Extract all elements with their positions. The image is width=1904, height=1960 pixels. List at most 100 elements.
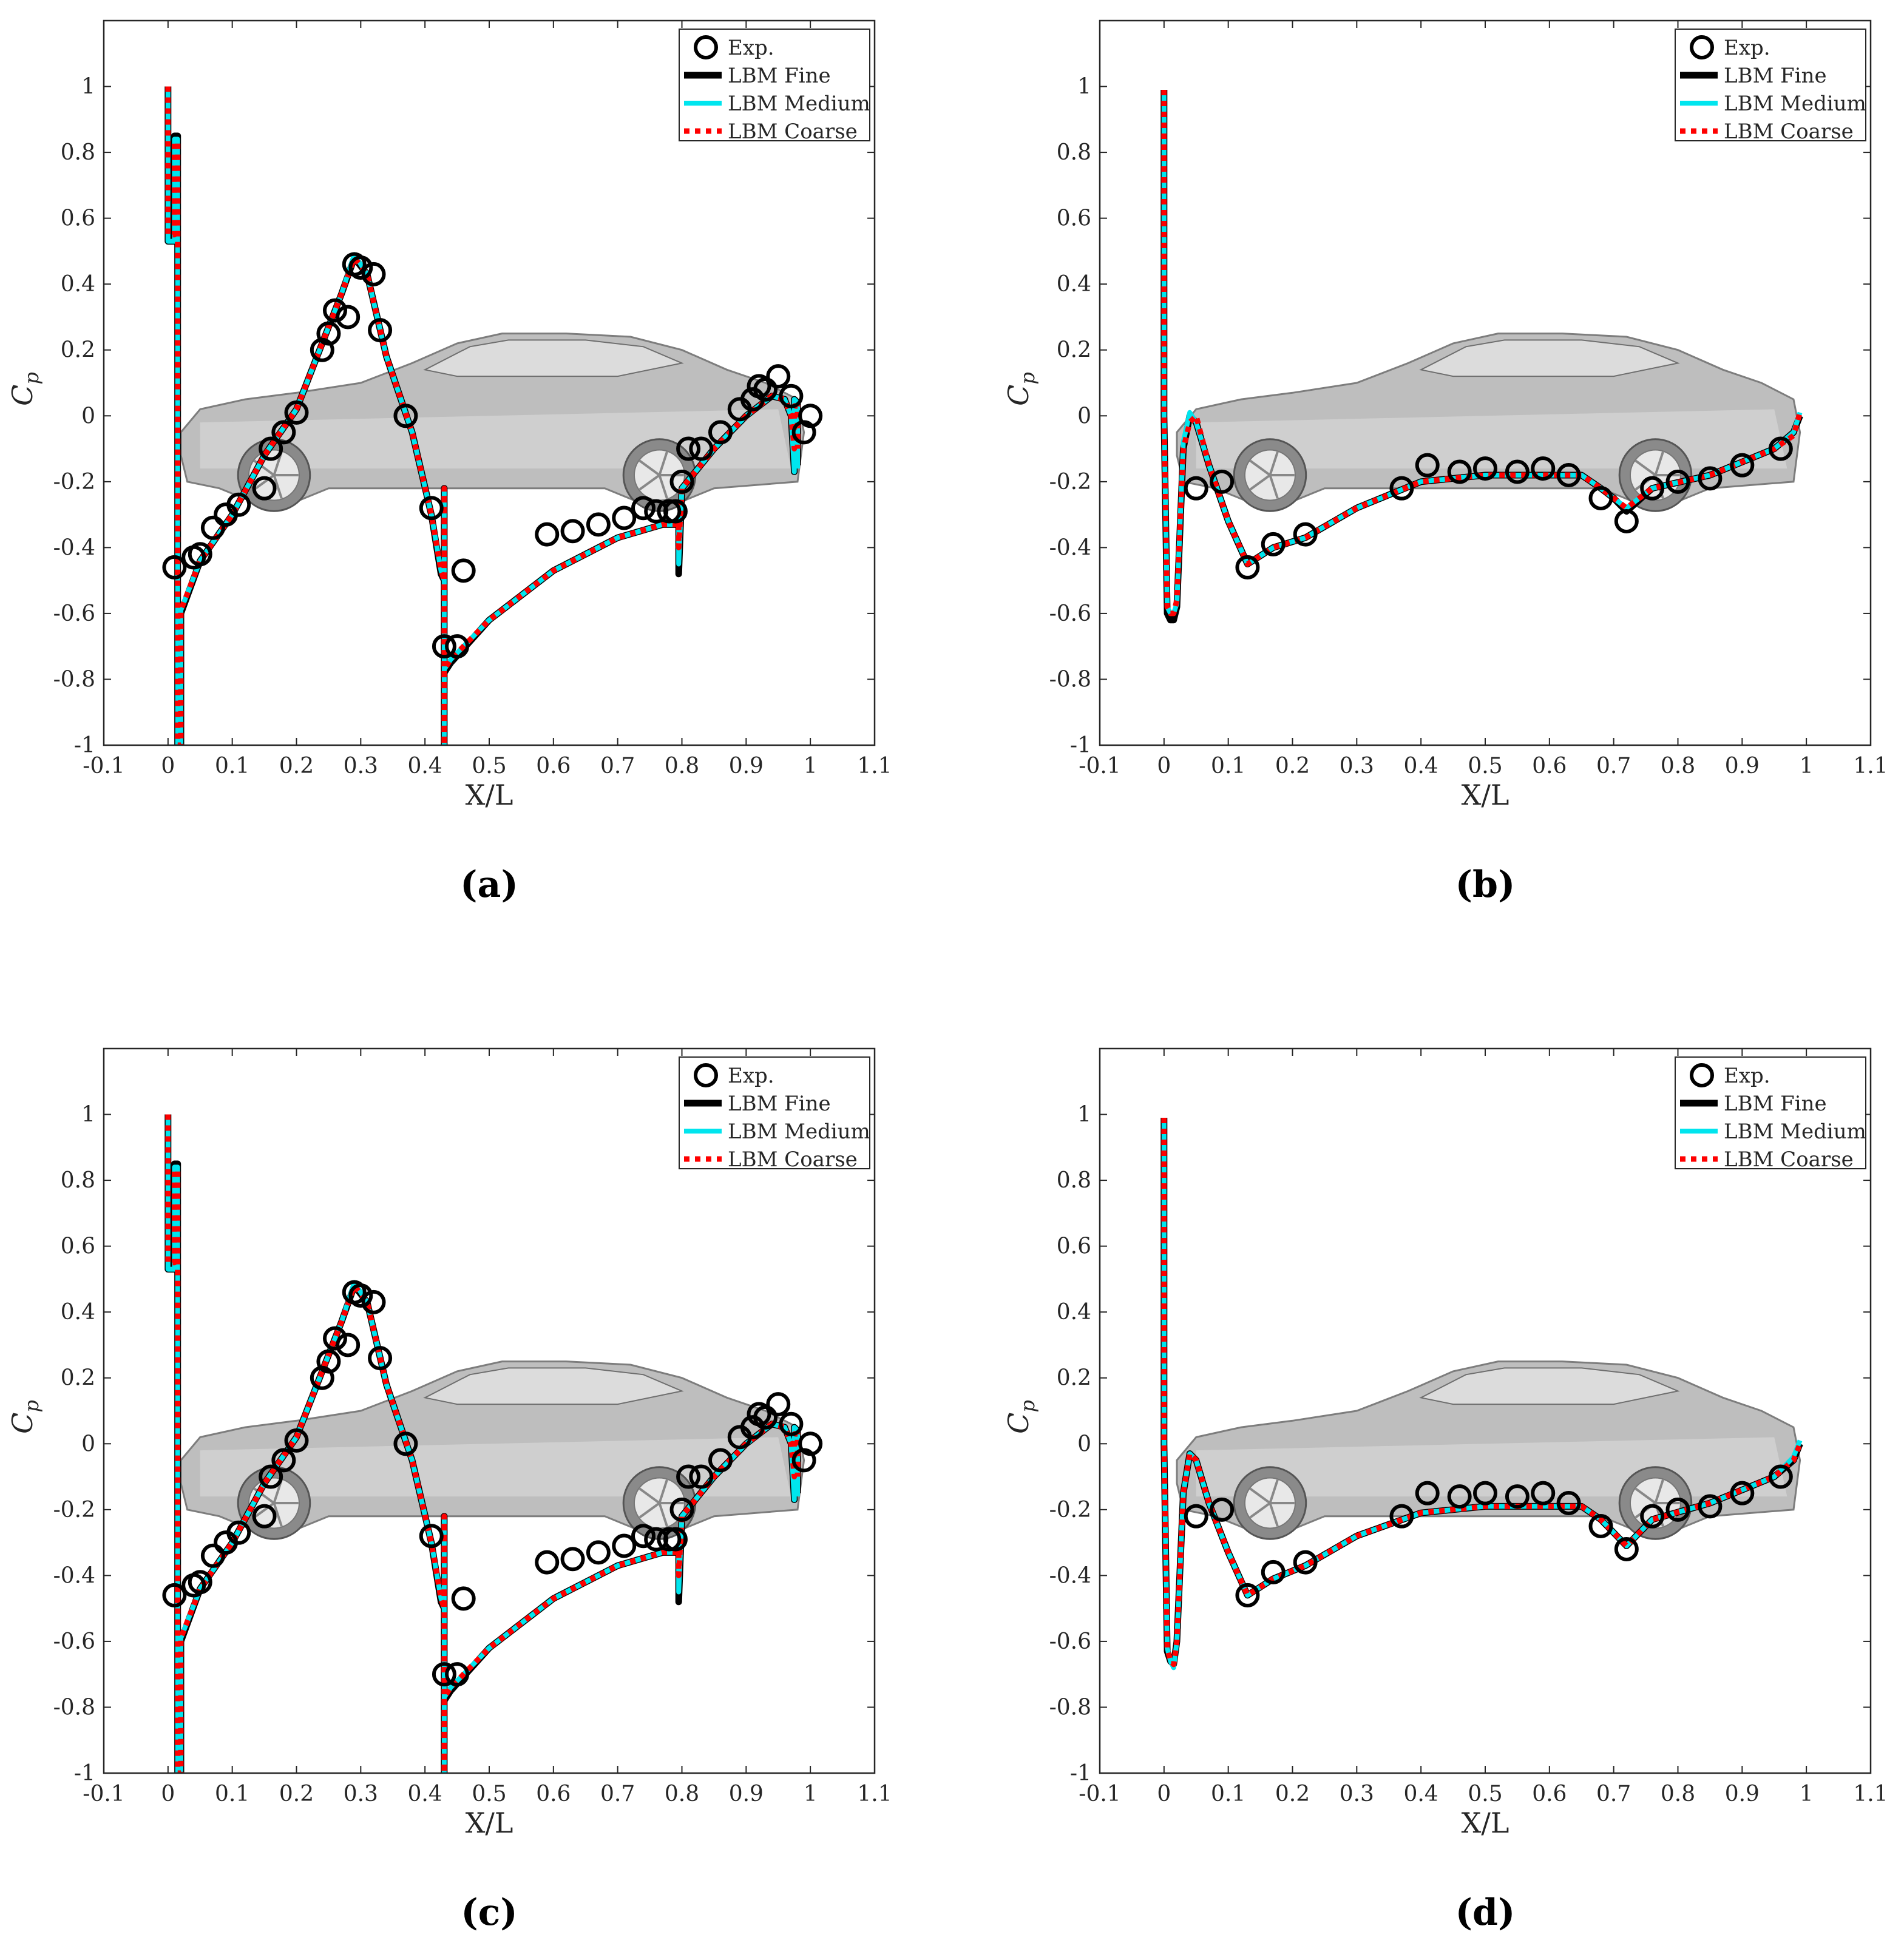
legend-marker-exp	[694, 35, 718, 59]
panel-caption: (c)	[461, 1891, 517, 1934]
exp-data-point	[798, 1431, 823, 1456]
wheel-spoke	[1269, 1479, 1279, 1504]
x-axis-label: X/L	[466, 779, 513, 811]
y-tick-label: -0.4	[1049, 535, 1091, 560]
exp-data-point	[162, 555, 187, 580]
x-tick-label: 1	[1800, 1782, 1814, 1806]
exp-data-point	[271, 1448, 296, 1473]
legend-label: LBM Coarse	[1724, 120, 1854, 144]
y-tick-label: -1	[74, 733, 95, 758]
x-axis-label: X/L	[1462, 1806, 1509, 1839]
exp-data-point	[336, 305, 361, 329]
legend-label: LBM Medium	[1724, 92, 1866, 116]
legend-marker-exp	[1690, 35, 1714, 59]
y-tick-label: 0.2	[61, 338, 95, 363]
wheel-spoke	[1249, 1487, 1271, 1504]
chart-panel-c: -0.1 0 0.1 0.2 0.3 0.4 0.5 0.6 0.7 0.8 0.9 1 1.1 -1 -0…	[6, 1047, 892, 1934]
x-tick-label: 0.8	[1661, 754, 1695, 779]
car-silhouette	[1176, 1360, 1801, 1540]
x-tick-label: 0	[161, 754, 175, 779]
x-tick-label: 0.6	[536, 754, 571, 779]
plot-series-group	[1160, 1118, 1803, 1671]
exp-data-point	[766, 1392, 791, 1417]
y-axis-label: Cp	[6, 372, 43, 406]
wheel-spoke	[639, 1487, 660, 1504]
exp-data-point	[1556, 462, 1581, 487]
legend-label: LBM Coarse	[728, 1147, 858, 1172]
exp-data-point	[753, 1405, 778, 1430]
wheel-spoke	[639, 459, 660, 476]
wheel-spoke	[1269, 451, 1279, 476]
legend: Exp. LBM Fine LBM Medium LBM Coarse	[1675, 29, 1866, 144]
panel-caption: (a)	[460, 863, 518, 906]
exp-data-point	[1730, 1481, 1755, 1505]
x-tick-label: 0.3	[344, 1782, 378, 1806]
car-window	[1419, 339, 1680, 377]
exp-data-point	[669, 469, 694, 494]
exp-data-point	[1447, 459, 1472, 484]
exp-data-point	[451, 1586, 476, 1611]
exp-data-point	[1531, 1481, 1556, 1505]
y-tick-label: 0.8	[61, 1168, 95, 1193]
y-tick-label: -0.8	[53, 667, 95, 692]
y-axis-label-subscript: p	[1016, 1400, 1039, 1412]
y-axis-label: Cp	[1002, 372, 1039, 406]
exp-data-point	[368, 318, 393, 343]
exp-data-point	[586, 1540, 611, 1565]
x-tick-label: 0.5	[1468, 754, 1502, 779]
y-tick-label: 0.6	[61, 206, 95, 231]
x-tick-label: 1	[804, 1782, 818, 1806]
y-tick-label: 0	[1077, 1431, 1091, 1456]
x-tick-label: -0.1	[83, 1782, 124, 1806]
x-tick-label: 0.5	[1468, 1782, 1502, 1806]
exp-data-point	[1698, 466, 1723, 491]
exp-data-point	[1293, 522, 1318, 547]
y-axis-label: Cp	[1002, 1400, 1039, 1434]
x-tick-label: -0.1	[1079, 1782, 1120, 1806]
legend-label: Exp.	[728, 1064, 774, 1088]
legend-box	[679, 1056, 870, 1169]
exp-data-point	[1505, 1484, 1530, 1509]
exp-data-point	[535, 522, 560, 547]
x-tick-label: 0.4	[1404, 1782, 1438, 1806]
x-axis-label: X/L	[1462, 779, 1509, 811]
series-line-lbm-coarse	[165, 1114, 801, 1773]
wheel-spoke	[253, 474, 275, 491]
exp-data-point	[657, 1527, 682, 1552]
exp-data-point	[1235, 555, 1260, 580]
exp-data-point	[1698, 1494, 1723, 1519]
exp-data-point	[1389, 1504, 1414, 1529]
exp-data-point	[1531, 456, 1556, 481]
legend-label: Exp.	[1724, 1064, 1770, 1088]
x-tick-label: 0.4	[1404, 754, 1438, 779]
wheel-spoke	[658, 1502, 668, 1527]
exp-data-point	[1730, 453, 1755, 478]
x-tick-label: 0.9	[729, 754, 764, 779]
y-tick-label: 0.8	[1057, 1168, 1091, 1193]
exp-data-point	[1588, 485, 1613, 510]
axes-frame	[1099, 1047, 1872, 1774]
legend-label: LBM Fine	[1724, 1092, 1827, 1116]
exp-data-point	[188, 542, 212, 567]
exp-data-point	[1768, 1464, 1793, 1489]
exp-data-point	[1640, 1504, 1665, 1529]
wheel-spoke	[1249, 459, 1271, 476]
exp-data-point	[1614, 1536, 1639, 1561]
y-axis-label-subscript: p	[20, 1400, 43, 1412]
legend: Exp. LBM Fine LBM Medium LBM Coarse	[679, 1056, 870, 1172]
exp-data-point	[259, 436, 283, 461]
exp-data-point	[669, 1497, 694, 1522]
y-tick-label: -0.2	[1049, 1498, 1091, 1522]
exp-data-point	[1184, 476, 1208, 501]
y-tick-label: 0.2	[61, 1366, 95, 1391]
exp-data-point	[226, 1520, 251, 1545]
y-tick-label: 0	[81, 404, 95, 428]
x-tick-label: 0.6	[1532, 1782, 1567, 1806]
legend-label: LBM Fine	[1724, 64, 1827, 88]
y-tick-label: 1	[81, 1103, 95, 1127]
y-tick-label: -0.8	[53, 1695, 95, 1720]
exp-data-point	[1473, 456, 1497, 481]
plot-series-group	[1160, 90, 1803, 624]
y-axis-label-subscript: p	[1016, 372, 1039, 384]
